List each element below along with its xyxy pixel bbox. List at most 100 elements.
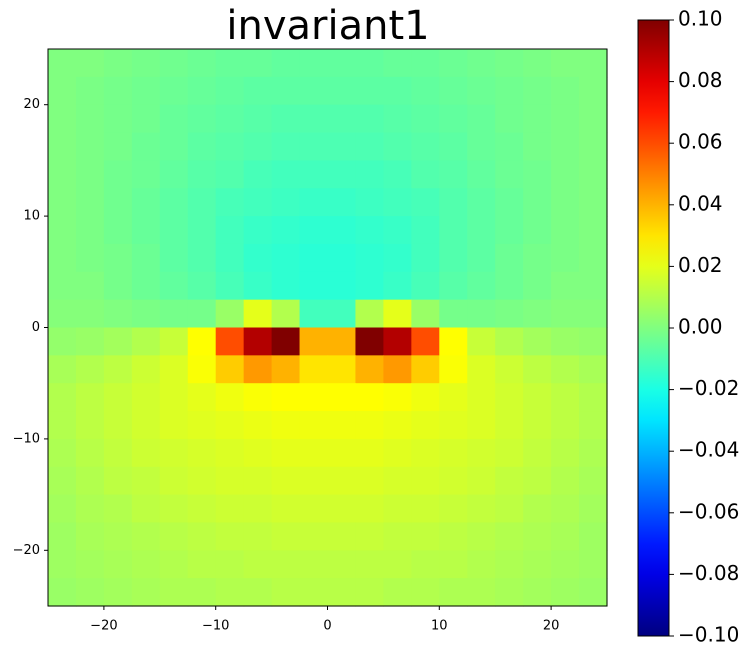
heat-cell	[299, 132, 329, 161]
heat-cell	[579, 550, 608, 579]
heat-cell	[159, 327, 189, 356]
heat-cell	[159, 578, 189, 607]
heat-cell	[243, 76, 273, 106]
heat-cell	[551, 438, 580, 468]
colorbar-tick-label: 0.00	[678, 315, 723, 339]
heat-cell	[159, 132, 189, 161]
heat-cell	[579, 327, 608, 356]
heat-cell	[579, 216, 608, 245]
heat-cell	[383, 271, 412, 301]
heat-cell	[327, 76, 357, 106]
heat-cell	[243, 216, 273, 245]
heat-cell	[215, 550, 245, 579]
heat-cell	[495, 522, 524, 551]
heat-cell	[187, 550, 217, 579]
heat-cell	[187, 578, 217, 607]
heat-cell	[383, 494, 412, 524]
heat-cell	[439, 411, 468, 440]
heat-cell	[299, 104, 329, 134]
heat-cell	[299, 327, 329, 356]
heat-cell	[355, 160, 384, 189]
heat-cell	[215, 327, 245, 356]
heat-cell	[495, 494, 524, 524]
heat-cell	[411, 578, 440, 607]
heat-cell	[187, 49, 217, 78]
x-tick-label: −20	[90, 619, 117, 634]
heat-cell	[411, 550, 440, 579]
heat-cell	[243, 104, 273, 134]
heat-cell	[579, 383, 608, 412]
heat-cell	[327, 49, 357, 78]
heat-cell	[271, 271, 301, 301]
heat-cell	[439, 160, 468, 189]
heat-cell	[299, 494, 329, 524]
heat-cell	[579, 132, 608, 161]
heat-cell	[383, 411, 412, 440]
heat-cell	[75, 411, 105, 440]
heat-cell	[103, 299, 133, 329]
heat-cell	[467, 104, 496, 134]
heat-cell	[551, 411, 580, 440]
heat-cell	[131, 550, 161, 579]
heat-cell	[48, 299, 77, 329]
heat-cell	[271, 438, 301, 468]
heat-cell	[523, 355, 552, 384]
heat-cell	[551, 188, 580, 217]
heat-cell	[159, 243, 189, 273]
heat-cell	[75, 299, 105, 329]
heat-cell	[215, 466, 245, 496]
heat-cell	[579, 355, 608, 384]
heat-cell	[327, 578, 357, 607]
heat-cell	[523, 438, 552, 468]
heat-cell	[327, 271, 357, 301]
heat-cell	[551, 327, 580, 356]
heat-cell	[271, 550, 301, 579]
heat-cell	[103, 466, 133, 496]
heat-cell	[243, 578, 273, 607]
heat-cell	[551, 299, 580, 329]
colorbar-tick-label: −0.06	[678, 499, 739, 523]
colorbar-tick-label: 0.10	[678, 7, 723, 31]
heat-cell	[271, 49, 301, 78]
heat-cell	[187, 522, 217, 551]
heat-cell	[131, 438, 161, 468]
heat-cell	[579, 160, 608, 189]
heat-cell	[411, 494, 440, 524]
heat-cell	[551, 132, 580, 161]
heat-cell	[159, 104, 189, 134]
heat-cell	[243, 494, 273, 524]
heat-cell	[75, 438, 105, 468]
heat-cell	[159, 299, 189, 329]
heat-cell	[131, 466, 161, 496]
heat-cell	[48, 355, 77, 384]
heat-cell	[551, 550, 580, 579]
heat-cell	[327, 411, 357, 440]
y-tick-label: 0	[32, 320, 40, 335]
heat-cell	[299, 216, 329, 245]
heat-cell	[439, 49, 468, 78]
heat-cell	[215, 132, 245, 161]
heat-cell	[439, 327, 468, 356]
heat-cell	[103, 522, 133, 551]
colorbar-tick-label: 0.02	[678, 253, 723, 277]
heat-cell	[215, 216, 245, 245]
heat-cell	[467, 355, 496, 384]
heat-cell	[103, 132, 133, 161]
heat-cell	[159, 522, 189, 551]
heat-cell	[383, 327, 412, 356]
heat-cell	[439, 494, 468, 524]
heat-cell	[131, 355, 161, 384]
heat-cell	[411, 188, 440, 217]
heat-cell	[579, 494, 608, 524]
y-tick-label: −10	[13, 431, 40, 446]
heat-cell	[215, 411, 245, 440]
heat-cell	[159, 188, 189, 217]
heat-cell	[495, 578, 524, 607]
heat-cell	[271, 494, 301, 524]
heat-cell	[467, 522, 496, 551]
heat-cell	[215, 104, 245, 134]
heat-cell	[355, 494, 384, 524]
heat-cell	[75, 188, 105, 217]
heat-cell	[551, 160, 580, 189]
heat-cell	[355, 466, 384, 496]
